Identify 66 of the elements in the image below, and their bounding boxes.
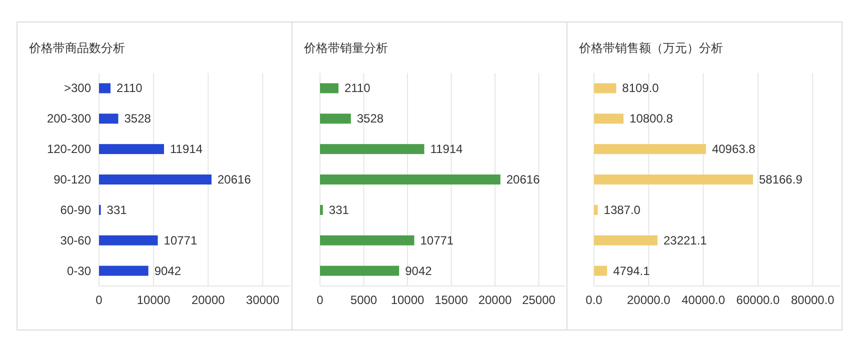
x-tick-label: 10000 [136,293,171,307]
bar [594,114,624,124]
bar [594,144,706,154]
x-tick-label: 40000.0 [682,293,726,307]
chart-title: 价格带销量分析 [303,41,388,55]
x-tick-label: 0.0 [586,293,603,307]
y-tick-label: 200-300 [46,112,92,126]
chart-title: 价格带商品数分析 [28,41,125,55]
data-label: 10771 [420,233,454,248]
x-tick-label: 20000.0 [626,293,671,307]
x-tick-label: 80000.0 [790,293,835,307]
x-tick-label: 15000 [434,293,468,307]
data-label: 9042 [405,264,432,278]
bar [320,266,400,276]
y-tick-label: 0-30 [66,264,92,278]
bar [99,83,111,94]
data-label: 4794.1 [613,264,650,278]
data-label: 9042 [154,264,182,278]
data-label: 10771 [164,233,198,248]
bar [320,114,351,124]
bar [99,114,118,124]
data-label: 2110 [116,81,143,96]
data-label: 23221.1 [663,233,708,248]
bar [594,83,616,94]
bar [99,235,158,246]
bar [594,174,753,184]
data-label: 10800.8 [630,112,674,126]
bar [594,235,658,246]
data-label: 11914 [430,142,464,156]
x-tick-label: 25000 [522,293,556,307]
bar [320,204,323,215]
bar [99,144,164,154]
y-tick-label: >300 [64,81,92,96]
bar [99,174,212,184]
y-tick-label: 60-90 [60,202,92,217]
y-tick-label: 90-120 [54,172,92,186]
bar [320,174,500,184]
data-label: 3528 [124,112,152,126]
data-label: 8109.0 [622,81,660,96]
x-tick-label: 60000.0 [736,293,780,307]
data-label: 3528 [356,112,384,126]
data-label: 1387.0 [604,202,641,217]
chart-title: 价格带销售额（万元）分析 [578,41,723,55]
bar [320,144,424,154]
data-label: 58166.9 [758,172,803,186]
y-tick-label: 30-60 [60,233,92,248]
data-label: 40963.8 [712,142,756,156]
bar [320,83,338,94]
bar [594,204,598,215]
x-tick-label: 10000 [390,293,425,307]
data-label: 2110 [344,81,371,96]
x-tick-label: 30000 [246,293,280,307]
x-tick-label: 20000 [191,293,226,307]
bar [320,235,414,246]
bar [594,266,608,276]
data-label: 331 [106,202,128,217]
x-tick-label: 0 [316,293,324,307]
x-tick-label: 20000 [478,293,512,307]
data-label: 11914 [170,142,203,156]
x-tick-label: 5000 [350,293,378,307]
bar [99,266,148,276]
data-label: 20616 [218,172,252,186]
data-label: 20616 [506,172,540,186]
y-tick-label: 120-200 [46,142,92,156]
x-tick-label: 0 [96,293,103,307]
data-label: 331 [328,202,350,217]
